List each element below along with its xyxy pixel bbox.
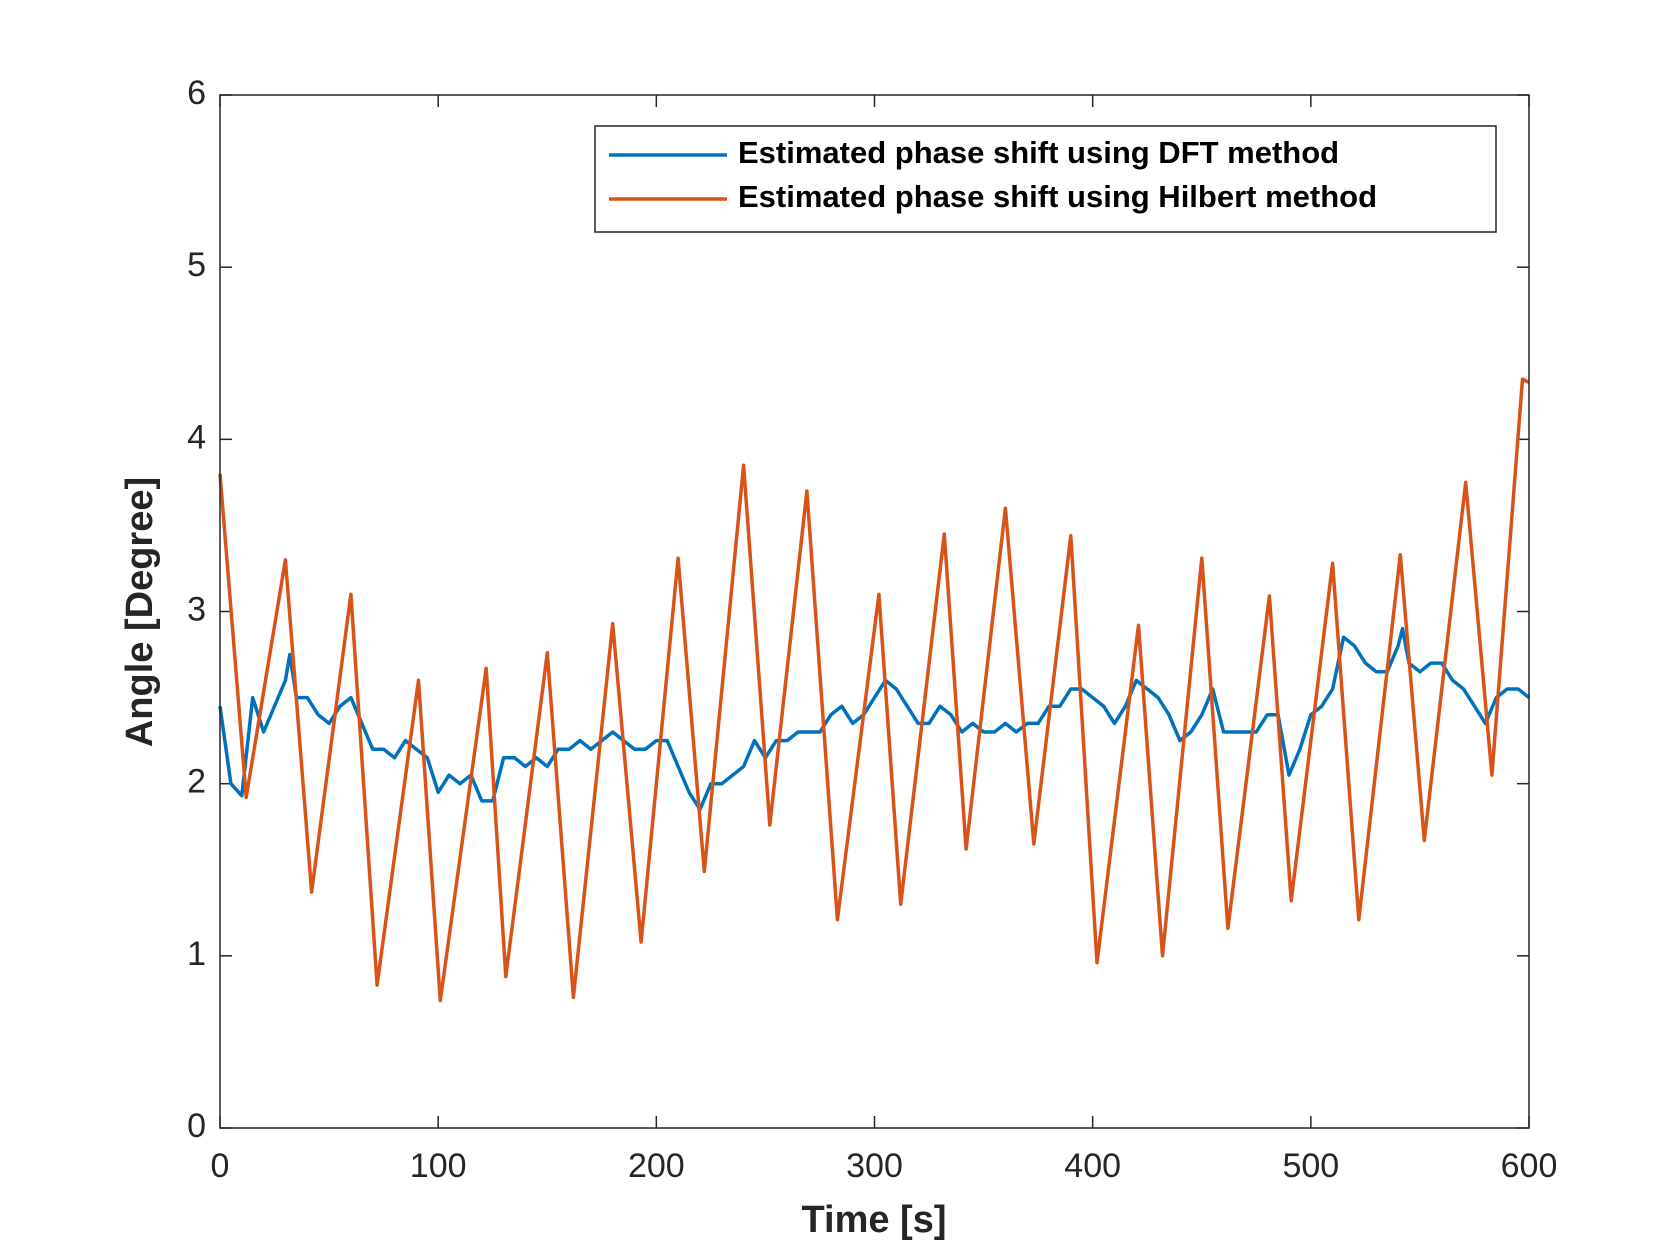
plot-frame	[219, 94, 1530, 1129]
data-line	[218, 377, 1530, 1003]
x-tick-label: 400	[1064, 1147, 1121, 1185]
x-tick-label: 200	[628, 1147, 685, 1185]
y-tick-label: 2	[187, 763, 206, 801]
y-tick-label: 4	[187, 418, 206, 456]
y-tick-label: 0	[187, 1107, 206, 1145]
legend-box	[594, 125, 1497, 233]
x-tick-label: 500	[1282, 1147, 1339, 1185]
y-tick-label: 3	[187, 590, 206, 628]
legend-label: Estimated phase shift using Hilbert meth…	[738, 179, 1377, 214]
data-line	[218, 626, 1531, 812]
y-tick-label: 5	[187, 246, 206, 284]
x-tick-label: 0	[211, 1147, 230, 1185]
y-axis-label: Angle [Degree]	[119, 477, 161, 747]
x-tick-label: 600	[1501, 1147, 1558, 1185]
x-tick-label: 100	[410, 1147, 467, 1185]
x-tick-label: 300	[846, 1147, 903, 1185]
y-tick-label: 6	[187, 74, 206, 112]
legend-label: Estimated phase shift using DFT method	[738, 135, 1339, 170]
y-tick-label: 1	[187, 935, 206, 973]
x-axis-label: Time [s]	[801, 1199, 946, 1241]
